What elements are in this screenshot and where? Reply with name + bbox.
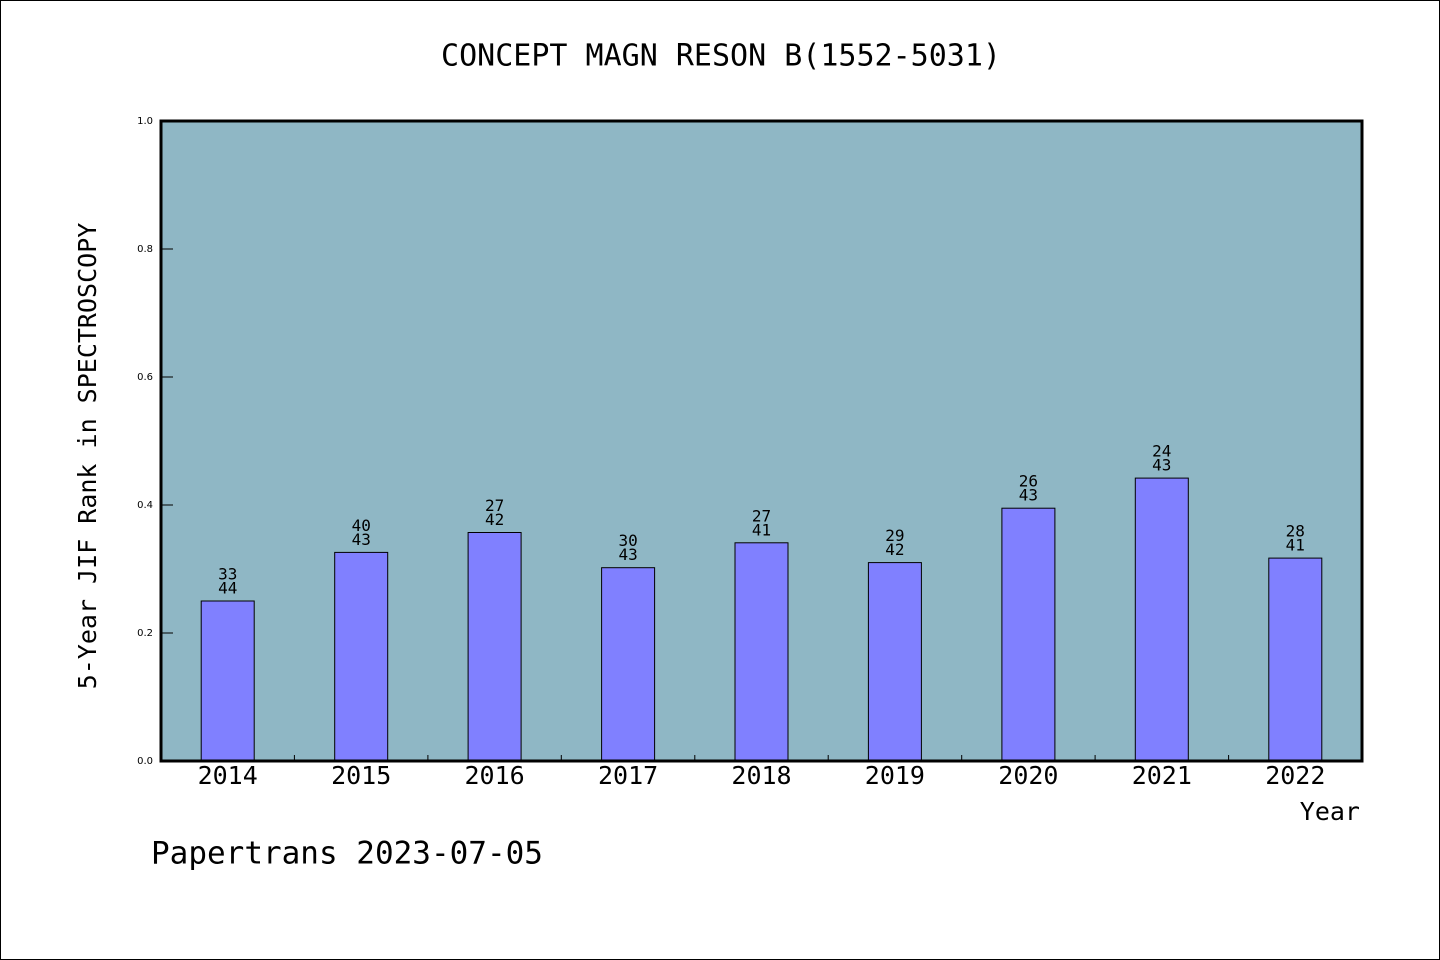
bar-2020	[1001, 507, 1056, 762]
y-tick-label: 1.0	[137, 116, 153, 127]
plot-frame	[159, 119, 1364, 763]
y-axis-label: 5-Year JIF Rank in SPECTROSCOPY	[73, 223, 102, 690]
total-label-2019: 42	[885, 540, 904, 559]
rank-label-2019: 29	[885, 526, 904, 545]
x-axis-label: Year	[1300, 797, 1360, 826]
rank-label-2022: 28	[1286, 522, 1305, 541]
x-tick-label-2016: 2016	[464, 761, 524, 790]
x-tick-label-2021: 2021	[1132, 761, 1192, 790]
bar-2016	[467, 532, 522, 762]
bar-2019	[867, 562, 922, 762]
footer-credit: Papertrans 2023-07-05	[151, 836, 543, 872]
bar-2017	[601, 567, 656, 762]
bar-2021	[1134, 477, 1189, 762]
rank-label-2021: 24	[1152, 442, 1171, 461]
total-label-2022: 41	[1286, 536, 1305, 555]
total-label-2017: 43	[618, 545, 637, 564]
y-tick-label: 0.0	[137, 756, 153, 767]
y-tick-label: 0.2	[137, 628, 153, 639]
x-tick-label-2020: 2020	[998, 761, 1058, 790]
total-label-2014: 44	[218, 579, 237, 598]
x-axis: 2014 2015 2016 2017 2018 2019 2020 2021 2022	[198, 755, 1325, 790]
x-tick-label-2014: 2014	[198, 761, 258, 790]
rank-label-2016: 27	[485, 496, 504, 515]
x-tick-label-2017: 2017	[598, 761, 658, 790]
x-tick-label-2019: 2019	[865, 761, 925, 790]
y-tick-label: 0.6	[137, 372, 153, 383]
bar-2018	[734, 542, 789, 762]
total-label-2020: 43	[1019, 486, 1038, 505]
total-label-2018: 41	[752, 520, 771, 539]
total-label-2021: 43	[1152, 456, 1171, 475]
rank-label-2020: 26	[1019, 472, 1038, 491]
total-label-2015: 43	[352, 530, 371, 549]
y-tick-label: 0.4	[137, 500, 153, 511]
rank-label-2017: 30	[618, 531, 637, 550]
bar-2015	[334, 551, 389, 762]
rank-label-2018: 27	[752, 506, 771, 525]
rank-label-2014: 33	[218, 565, 237, 584]
total-label-2016: 42	[485, 510, 504, 529]
bar-2022	[1268, 557, 1323, 762]
x-tick-label-2015: 2015	[331, 761, 391, 790]
bars-layer	[200, 477, 1323, 762]
x-tick-label-2018: 2018	[731, 761, 791, 790]
y-tick-label: 0.8	[137, 244, 153, 255]
rank-label-2015: 40	[352, 516, 371, 535]
chart-title: CONCEPT MAGN RESON B(1552-5031)	[441, 39, 1001, 74]
bar-2014	[200, 600, 255, 762]
x-tick-label-2022: 2022	[1265, 761, 1325, 790]
